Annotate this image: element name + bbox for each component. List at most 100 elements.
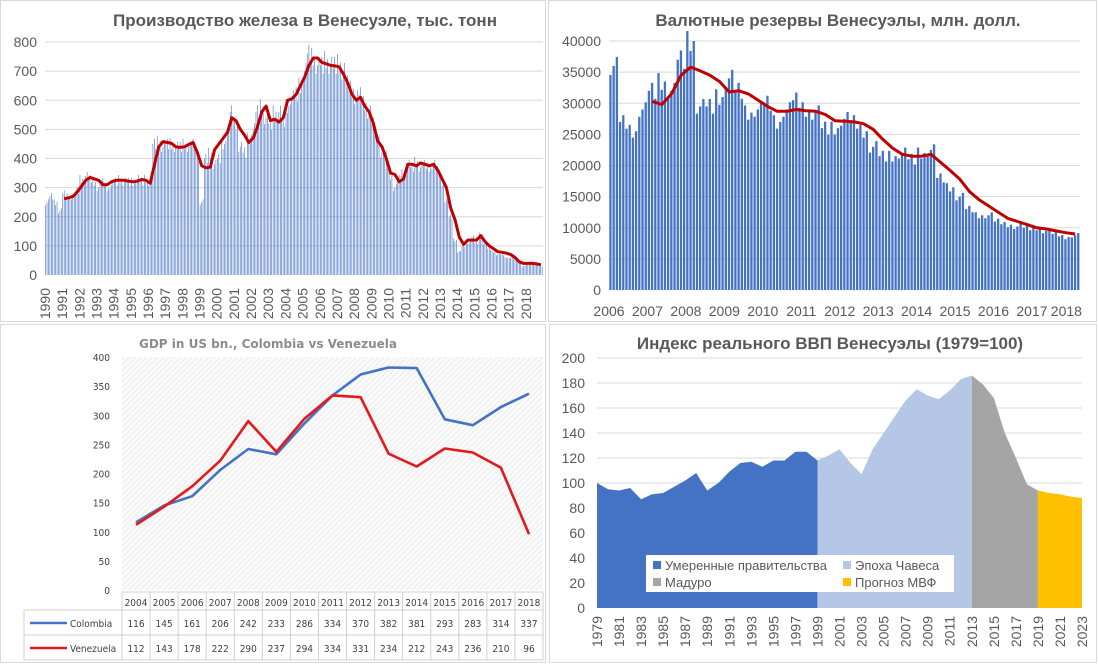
gdp-year-cell: 2015 — [433, 598, 456, 609]
iron-bar — [103, 185, 105, 275]
iron-bar — [204, 158, 205, 275]
iron-bar — [49, 196, 51, 275]
iron-bar — [259, 99, 261, 276]
iron-bar — [202, 199, 204, 275]
iron-bar — [425, 168, 427, 275]
iron-bar — [510, 257, 511, 275]
iron-bar — [132, 185, 134, 275]
iron-bar — [129, 185, 131, 275]
gdp-value-cell: 206 — [212, 619, 229, 630]
iron-bar — [159, 141, 161, 275]
reserves-bar — [699, 106, 702, 290]
iron-bar — [247, 132, 248, 275]
iron-bar — [463, 244, 464, 275]
gdp-index-legend-swatch — [653, 561, 661, 569]
gdp-data-table — [121, 591, 544, 661]
iron-bar — [488, 247, 490, 275]
iron-bar — [269, 117, 271, 275]
iron-bar — [491, 250, 493, 275]
iron-bar — [397, 178, 398, 275]
iron-y-tick: 600 — [14, 92, 38, 108]
gdp-index-x-tick: 1997 — [787, 616, 803, 647]
gdp-index-x-tick: 1993 — [743, 616, 759, 647]
iron-bar — [328, 73, 330, 275]
iron-bar — [507, 257, 509, 275]
iron-bar — [508, 258, 510, 275]
reserves-bar — [673, 82, 676, 290]
iron-bar — [191, 143, 192, 275]
iron-bar — [357, 90, 358, 275]
reserves-bar — [856, 128, 859, 290]
iron-bar — [411, 162, 413, 275]
iron-x-tick: 2005 — [295, 288, 311, 319]
iron-bar — [420, 167, 421, 275]
iron-x-tick: 2009 — [363, 288, 379, 319]
iron-bar — [438, 174, 440, 275]
iron-x-tick: 2002 — [243, 288, 259, 319]
iron-bar — [45, 205, 46, 275]
reserves-bar — [641, 109, 644, 290]
iron-bar — [99, 184, 101, 275]
iron-bar — [533, 261, 534, 275]
iron-bar — [148, 185, 149, 275]
reserves-x-tick: 2016 — [978, 303, 1009, 319]
gdp-value-cell: 161 — [184, 619, 201, 630]
iron-bar — [217, 158, 218, 275]
iron-x-tick: 2018 — [518, 288, 534, 319]
gdp-index-y-tick: 20 — [569, 575, 585, 591]
iron-bar — [478, 232, 480, 275]
reserves-x-tick: 2018 — [1051, 303, 1082, 319]
iron-bar — [408, 159, 410, 275]
gdp-value-cell: 143 — [156, 644, 173, 655]
gdp-plot-area — [122, 357, 543, 590]
iron-bar — [317, 65, 318, 275]
reserves-bar — [1077, 233, 1080, 290]
gdp-year-cell: 2009 — [265, 598, 288, 609]
iron-bar — [238, 151, 240, 275]
reserves-bar — [654, 98, 657, 290]
iron-bar — [145, 182, 147, 275]
iron-bar — [454, 241, 456, 275]
gdp-index-legend-swatch — [843, 561, 851, 569]
iron-bar — [61, 208, 62, 275]
reserves-bar — [679, 50, 683, 290]
iron-bar — [370, 105, 371, 275]
iron-bar — [464, 247, 466, 275]
reserves-bar — [958, 196, 961, 290]
iron-bar — [373, 117, 374, 275]
iron-bar — [407, 164, 408, 275]
reserves-bar — [1041, 233, 1045, 290]
reserves-bar — [791, 100, 795, 290]
gdp-y-tick: 400 — [93, 353, 110, 364]
gdp-year-cell: 2011 — [321, 598, 344, 609]
iron-bar — [506, 258, 507, 275]
iron-bar — [154, 138, 155, 275]
gdp-index-x-tick: 2017 — [1008, 616, 1024, 647]
gdp-index-x-tick: 1991 — [721, 616, 737, 647]
reserves-bar — [891, 161, 894, 290]
reserves-bar — [872, 146, 875, 290]
reserves-bar — [686, 31, 689, 290]
gdp-index-legend-swatch — [843, 578, 851, 586]
iron-bar — [377, 140, 378, 275]
reserves-x-tick: 2017 — [1016, 303, 1047, 319]
iron-bar — [131, 178, 132, 275]
reserves-bar — [759, 102, 763, 290]
reserves-x-tick: 2011 — [786, 303, 816, 319]
reserves-bar — [715, 89, 718, 290]
iron-bar — [155, 149, 157, 275]
iron-bar — [184, 149, 185, 275]
iron-bar — [46, 202, 48, 275]
iron-bar — [265, 117, 267, 275]
gdp-index-x-tick: 2007 — [898, 616, 914, 647]
iron-bar — [227, 135, 228, 275]
iron-bar — [337, 53, 338, 276]
reserves-bar — [814, 112, 817, 291]
iron-bar — [188, 146, 190, 275]
iron-bar — [274, 118, 275, 275]
iron-bar — [185, 143, 187, 275]
gdp-value-cell: 116 — [127, 619, 144, 630]
iron-bar — [493, 252, 494, 275]
iron-bar — [517, 259, 519, 275]
reserves-bar — [817, 105, 820, 290]
